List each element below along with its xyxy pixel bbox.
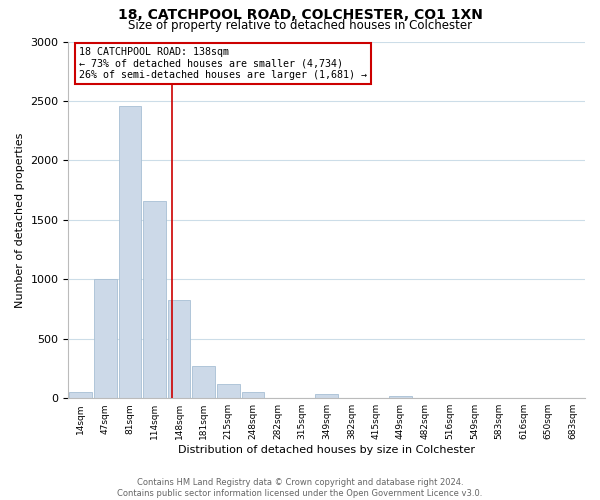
Bar <box>168 300 190 398</box>
Bar <box>242 392 264 398</box>
Bar <box>70 392 92 398</box>
Bar <box>316 394 338 398</box>
Text: Contains HM Land Registry data © Crown copyright and database right 2024.
Contai: Contains HM Land Registry data © Crown c… <box>118 478 482 498</box>
Bar <box>119 106 141 398</box>
Bar <box>389 396 412 398</box>
Text: Size of property relative to detached houses in Colchester: Size of property relative to detached ho… <box>128 18 472 32</box>
Bar <box>94 280 116 398</box>
X-axis label: Distribution of detached houses by size in Colchester: Distribution of detached houses by size … <box>178 445 475 455</box>
Text: 18 CATCHPOOL ROAD: 138sqm
← 73% of detached houses are smaller (4,734)
26% of se: 18 CATCHPOOL ROAD: 138sqm ← 73% of detac… <box>79 47 367 80</box>
Text: 18, CATCHPOOL ROAD, COLCHESTER, CO1 1XN: 18, CATCHPOOL ROAD, COLCHESTER, CO1 1XN <box>118 8 482 22</box>
Bar <box>143 201 166 398</box>
Y-axis label: Number of detached properties: Number of detached properties <box>15 132 25 308</box>
Bar <box>193 366 215 398</box>
Bar <box>217 384 239 398</box>
